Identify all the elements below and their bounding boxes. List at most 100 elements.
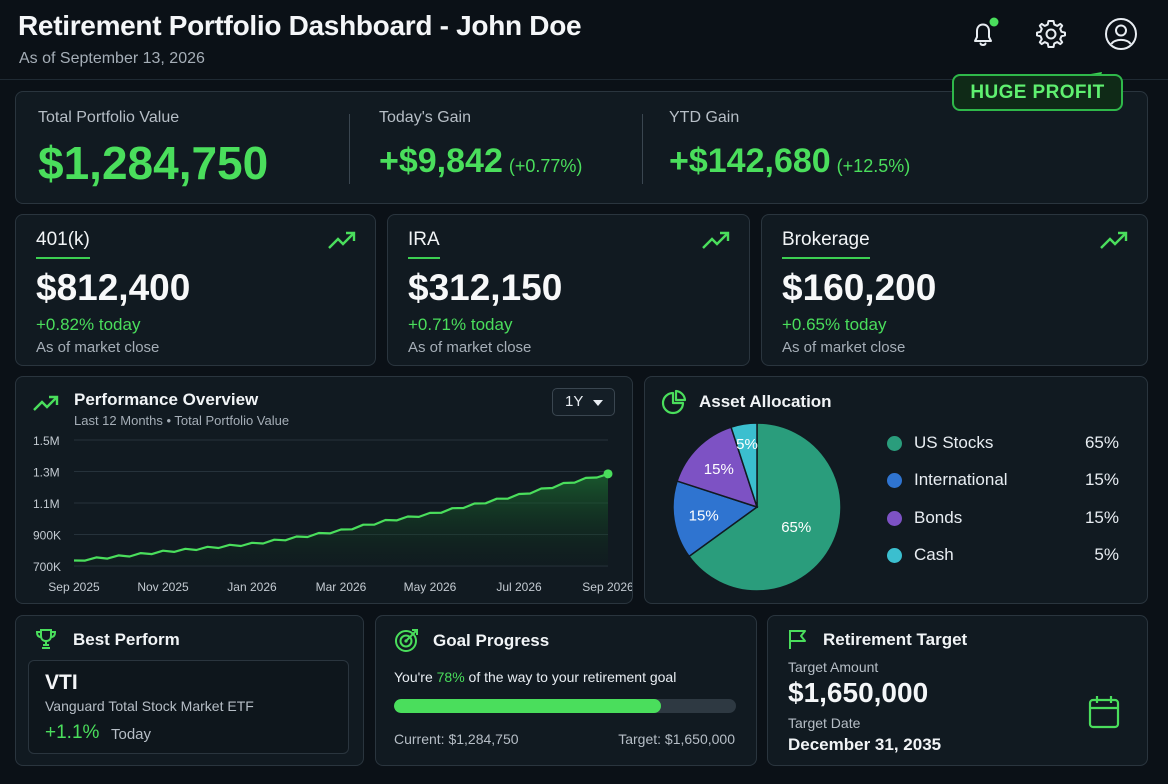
pie-chart-icon	[661, 389, 687, 415]
account-value: $812,400	[36, 267, 191, 308]
best-change: +1.1%	[45, 722, 100, 743]
y-tick-label: 1.5M	[33, 434, 60, 448]
pie-slice	[672, 480, 759, 558]
legend-name: US Stocks	[914, 433, 994, 452]
performance-subtitle: Last 12 Months • Total Portfolio Value	[74, 413, 290, 428]
range-value: 1Y	[565, 393, 584, 410]
legend-name: Cash	[914, 545, 954, 564]
chart-line	[73, 472, 609, 562]
account-name: IRA	[408, 229, 440, 259]
legend-value: 15%	[1084, 508, 1119, 527]
account-name: Brokerage	[782, 229, 870, 259]
trend-up-icon	[33, 395, 59, 411]
target-amount: $1,650,000	[788, 677, 929, 708]
legend-item: International 15%	[887, 469, 1119, 493]
target-title: Retirement Target	[823, 630, 968, 649]
total-value-label: Total Portfolio Value	[38, 109, 180, 126]
today-gain: +$9,842 (+0.77%)	[379, 142, 582, 181]
goal-pct: 78%	[436, 669, 465, 685]
target-amount-label: Target Amount	[788, 659, 879, 675]
legend-value: 15%	[1084, 470, 1119, 489]
pie-label: 65%	[781, 519, 811, 536]
x-tick-label: Nov 2025	[137, 580, 189, 594]
asset-allocation-panel: Asset Allocation 65% 15% 15% 5% US Stocks 6…	[644, 376, 1148, 604]
retirement-target-panel: Retirement Target Target Amount $1,650,0…	[767, 615, 1148, 766]
ytd-gain-pct: (+12.5%)	[836, 156, 911, 176]
legend-dot	[887, 436, 902, 451]
account-change: +0.71% today	[408, 315, 513, 334]
y-tick-label: 1.3M	[33, 466, 60, 480]
target-icon	[395, 629, 418, 652]
ytd-gain: +$142,680 (+12.5%)	[669, 142, 910, 181]
goal-progress-panel: Goal Progress You're 78% of the way to y…	[375, 615, 757, 766]
best-perform-title: Best Perform	[73, 630, 180, 649]
legend-name: Bonds	[914, 508, 963, 527]
account-note: As of market close	[782, 339, 906, 356]
divider	[349, 114, 350, 184]
account-card-brokerage[interactable]: Brokerage $160,200 +0.65% today As of ma…	[761, 214, 1148, 366]
legend-dot	[887, 511, 902, 526]
goal-progress-bar	[394, 699, 736, 713]
account-change: +0.82% today	[36, 315, 141, 334]
page-title: Retirement Portfolio Dashboard - John Do…	[18, 10, 582, 41]
header: Retirement Portfolio Dashboard - John Do…	[0, 0, 1168, 80]
best-holding-card[interactable]: VTI Vanguard Total Stock Market ETF +1.1…	[28, 660, 349, 754]
chevron-down-icon	[593, 400, 603, 406]
legend-item: Bonds 15%	[887, 507, 1119, 531]
today-gain-pct: (+0.77%)	[508, 156, 583, 176]
y-tick-label: 700K	[33, 560, 61, 574]
chart-area	[74, 473, 608, 566]
target-date-label: Target Date	[788, 715, 861, 731]
x-tick-label: Sep 2026	[582, 580, 632, 594]
best-period: Today	[111, 726, 152, 743]
goal-text-pre: You're	[394, 669, 437, 685]
page-subtitle: As of September 13, 2026	[19, 50, 205, 67]
fund-name: Vanguard Total Stock Market ETF	[45, 698, 254, 714]
trend-up-icon	[1100, 231, 1128, 249]
flag-icon	[789, 630, 806, 649]
gear-icon[interactable]	[1033, 16, 1069, 52]
legend-dot	[887, 548, 902, 563]
trophy-icon	[35, 629, 57, 649]
legend-value: 5%	[1094, 545, 1119, 564]
x-tick-label: Jan 2026	[227, 580, 277, 594]
performance-panel: Performance Overview Last 12 Months • To…	[15, 376, 633, 604]
trend-up-icon	[702, 231, 730, 249]
account-change: +0.65% today	[782, 315, 887, 334]
allocation-title: Asset Allocation	[699, 392, 832, 411]
pie-label: 15%	[704, 461, 734, 478]
x-tick-label: May 2026	[404, 580, 457, 594]
ticker: VTI	[45, 671, 78, 694]
pie-label: 5%	[736, 436, 758, 453]
legend-dot	[887, 473, 902, 488]
account-card-ira[interactable]: IRA $312,150 +0.71% today As of market c…	[387, 214, 750, 366]
pie-label: 15%	[689, 507, 719, 524]
performance-chart: 1.5M 1.3M 1.1M 900K 700K Sep 2025 Nov 2025 Jan …	[33, 434, 632, 594]
account-card-401k[interactable]: 401(k) $812,400 +0.82% today As of marke…	[15, 214, 376, 366]
goal-title: Goal Progress	[433, 631, 550, 650]
legend-value: 65%	[1084, 433, 1119, 452]
goal-progress-fill	[394, 699, 661, 713]
goal-text-post: of the way to your retirement goal	[464, 669, 677, 685]
pie-slice	[687, 422, 842, 592]
account-note: As of market close	[36, 339, 160, 356]
user-icon[interactable]	[1103, 16, 1139, 52]
x-tick-label: Jul 2026	[496, 580, 542, 594]
divider	[642, 114, 643, 184]
x-tick-label: Sep 2025	[48, 580, 100, 594]
account-note: As of market close	[408, 339, 532, 356]
calendar-icon[interactable]	[1087, 694, 1121, 730]
y-tick-label: 900K	[33, 529, 61, 543]
today-gain-value: +$9,842	[379, 142, 503, 180]
legend-name: International	[914, 470, 1008, 489]
chart-endpoint	[603, 469, 613, 479]
trend-up-icon	[328, 231, 356, 249]
best-perform-panel: Best Perform VTI Vanguard Total Stock Ma…	[15, 615, 364, 766]
bell-icon[interactable]	[965, 16, 1001, 52]
pie-slice	[730, 422, 758, 508]
legend-item: Cash 5%	[887, 544, 1119, 568]
range-dropdown[interactable]: 1Y	[552, 388, 615, 416]
goal-current: Current: $1,284,750	[394, 731, 519, 747]
account-name: 401(k)	[36, 229, 90, 259]
y-tick-label: 1.1M	[33, 497, 60, 511]
